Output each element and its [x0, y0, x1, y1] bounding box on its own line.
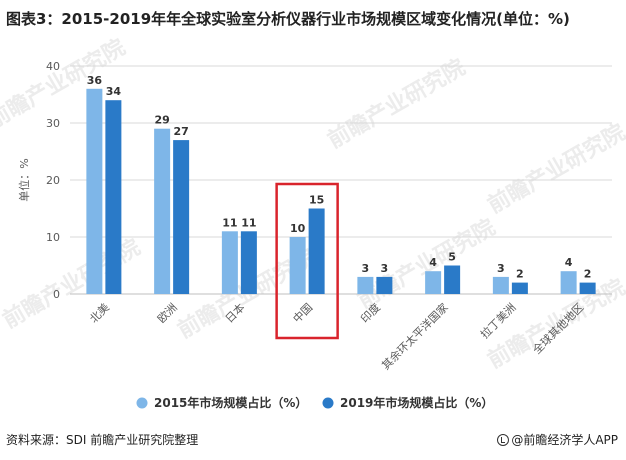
legend-marker	[136, 397, 148, 409]
bar-value-label: 36	[87, 74, 103, 87]
bar-value-label: 29	[154, 114, 169, 127]
bar-value-label: 15	[309, 194, 324, 207]
legend: 2015年市场规模占比（%） 2019年市场规模占比（%）	[136, 395, 493, 410]
bar-value-label: 11	[241, 216, 256, 229]
y-tick-label: 10	[46, 231, 60, 244]
bar-2019	[376, 276, 393, 294]
bar-2015	[86, 88, 103, 294]
bar-2015	[560, 271, 577, 294]
bar-value-label: 2	[584, 268, 592, 281]
china-highlight-box	[275, 182, 339, 340]
bar-value-label: 2	[516, 268, 524, 281]
chart-title: 图表3：2015-2019年年全球实验室分析仪器行业市场规模区域变化情况(单位：…	[6, 10, 570, 28]
bar-value-label: 5	[448, 251, 456, 264]
legend-label: 2019年市场规模占比（%）	[340, 395, 493, 410]
y-tick-label: 40	[46, 60, 60, 73]
x-tick-label: 其余环太平洋国家	[379, 300, 451, 372]
x-tick-label: 中国	[290, 301, 315, 326]
watermark-text: 前瞻产业研究院	[483, 119, 626, 219]
watermark-text: 前瞻产业研究院	[353, 214, 499, 314]
y-tick-label: 30	[46, 117, 60, 130]
x-tick-label: 北美	[87, 301, 112, 326]
bar-value-label: 3	[497, 262, 505, 275]
y-tick-label: 0	[53, 288, 60, 301]
bar-2019	[308, 208, 325, 294]
bar-2015	[154, 128, 171, 294]
bar-2015	[289, 237, 306, 294]
bar-value-label: 4	[565, 256, 573, 269]
legend-label: 2015年市场规模占比（%）	[154, 395, 307, 410]
y-tick-label: 20	[46, 174, 60, 187]
credit-line: @前瞻经济学人APP	[497, 431, 618, 448]
bar-2019	[444, 265, 461, 294]
bar-value-label: 34	[106, 85, 122, 98]
y-axis-label: 单位：%	[17, 158, 31, 201]
bar-2015	[357, 276, 374, 294]
legend-marker	[322, 397, 334, 409]
bars	[86, 88, 596, 294]
credit-text: @前瞻经济学人APP	[511, 433, 618, 447]
bar-2015	[492, 276, 509, 294]
grid-lines	[70, 65, 612, 238]
bar-value-label: 4	[429, 256, 437, 269]
bar-value-label: 10	[290, 222, 306, 235]
bar-2019	[579, 282, 596, 294]
bar-2019	[511, 282, 528, 294]
bar-2019	[240, 231, 257, 294]
bar-2019	[173, 140, 190, 294]
bar-2015	[221, 231, 238, 294]
bar-2019	[105, 100, 122, 294]
bar-value-label: 11	[222, 216, 237, 229]
bar-value-label: 3	[362, 262, 370, 275]
bar-value-label: 3	[381, 262, 389, 275]
source-note: 资料来源：SDI 前瞻产业研究院整理	[6, 433, 199, 447]
bar-2015	[425, 271, 442, 294]
watermark-text: 前瞻产业研究院	[323, 54, 469, 154]
credit-logo-icon	[497, 434, 510, 446]
bar-value-label: 27	[173, 125, 188, 138]
y-axis-ticks: 0 10 20 30 40	[46, 60, 60, 301]
watermark-text: 前瞻产业研究院	[0, 234, 145, 334]
